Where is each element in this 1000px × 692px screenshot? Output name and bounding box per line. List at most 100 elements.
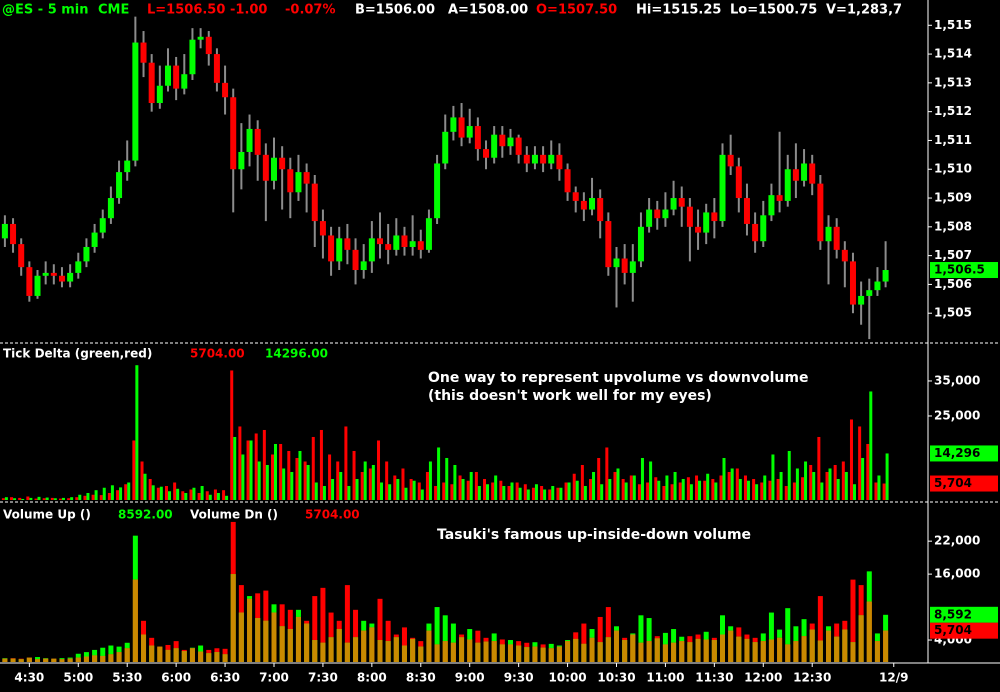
candle-body (768, 195, 775, 216)
volume-overlap (524, 647, 530, 662)
delta-bar (262, 429, 266, 500)
volume-overlap (10, 658, 16, 662)
volume-overlap (51, 658, 57, 662)
candle-body (230, 97, 237, 170)
candle-body (417, 241, 424, 250)
delta-bar (42, 498, 46, 500)
delta-bar (678, 482, 682, 500)
delta-bar (801, 477, 805, 500)
delta-bar (401, 468, 405, 500)
delta-bar (434, 485, 438, 500)
delta-bar (368, 468, 372, 500)
volume-overlap (695, 638, 701, 662)
volume-overlap (26, 657, 32, 662)
delta-bar (222, 490, 226, 500)
volume-overlap (336, 629, 342, 662)
y-tick-label: 25,000 (934, 408, 980, 422)
candle-body (849, 261, 856, 305)
volume-bar (605, 607, 611, 662)
volume-overlap (206, 653, 212, 662)
delta-bar (836, 478, 840, 500)
volume-overlap (613, 630, 619, 662)
y-tick-label: 1,510 (934, 162, 972, 176)
volume-overlap (654, 638, 660, 662)
candle-body (67, 272, 74, 282)
delta-bar (164, 485, 168, 500)
delta-bar (192, 487, 196, 500)
candle-body (377, 238, 384, 245)
delta-bar (67, 498, 71, 500)
delta-bar (575, 480, 579, 500)
volume-overlap (401, 645, 407, 662)
delta-bar (238, 426, 242, 500)
delta-bar (613, 471, 617, 500)
volume-overlap (279, 626, 285, 662)
candle-body (841, 249, 848, 262)
volume-overlap (35, 659, 41, 662)
candle-body (523, 154, 530, 164)
delta-bar (176, 488, 180, 500)
volume-overlap (181, 651, 187, 662)
candle-body (743, 198, 750, 224)
volume-overlap (393, 637, 399, 662)
delta-bar (83, 495, 87, 500)
delta-bar (50, 497, 54, 500)
delta-bar (869, 391, 873, 500)
delta-bar (486, 484, 490, 500)
y-tick-label: 1,515 (934, 18, 972, 32)
y-tick-label: 1,506 (934, 277, 972, 291)
candle-body (442, 131, 449, 164)
candle-body (801, 163, 808, 181)
volume-overlap (165, 649, 171, 662)
y-tick-label: 1,514 (934, 47, 972, 61)
candle-body (458, 117, 465, 138)
candle-body (858, 295, 865, 305)
volume-overlap (320, 642, 326, 662)
delta-bar (784, 485, 788, 500)
volume-bar (597, 616, 603, 662)
candle-body (695, 226, 702, 233)
volume-overlap (304, 623, 310, 662)
x-tick-label: 12:00 (744, 671, 782, 685)
y-tick-label: 1,512 (934, 104, 972, 118)
candle-body (132, 42, 139, 161)
delta-bar (216, 492, 220, 500)
y-tick-label: 1,513 (934, 75, 972, 89)
delta-bar (825, 471, 829, 500)
exchange: CME (98, 3, 129, 18)
last-value-box (930, 606, 998, 623)
volume-overlap (785, 644, 791, 662)
delta-bar (298, 450, 302, 500)
delta-bar (649, 461, 653, 500)
candle-body (597, 198, 604, 222)
y-tick-label: 35,000 (934, 373, 980, 387)
candle-body (385, 244, 392, 250)
delta-bar (428, 461, 432, 500)
candle-body (279, 157, 286, 170)
candle-body (336, 238, 343, 262)
volume-overlap (141, 634, 147, 662)
delta-bar (86, 492, 90, 500)
volume-overlap (638, 642, 644, 662)
delta-bar (466, 480, 470, 500)
candle-body (83, 246, 90, 262)
y-tick-label: 1,509 (934, 191, 972, 205)
delta-bar (779, 471, 783, 500)
delta-bar (858, 426, 862, 500)
candle-body (107, 198, 114, 219)
delta-bar (714, 482, 718, 500)
delta-bar (233, 436, 237, 500)
panel-title: Tick Delta (green,red) (3, 347, 152, 361)
delta-bar (53, 498, 57, 500)
delta-bar (279, 443, 283, 500)
delta-bar (502, 485, 506, 500)
volume-bar (442, 615, 448, 662)
candle-body (189, 39, 196, 75)
last: L=1506.50 (147, 3, 225, 18)
volume-overlap (377, 640, 383, 662)
delta-bar (425, 471, 429, 500)
x-tick-label: 7:30 (308, 671, 338, 685)
delta-bar (494, 475, 498, 500)
delta-bar (820, 482, 824, 500)
symbol: @ES - 5 min (2, 3, 89, 18)
